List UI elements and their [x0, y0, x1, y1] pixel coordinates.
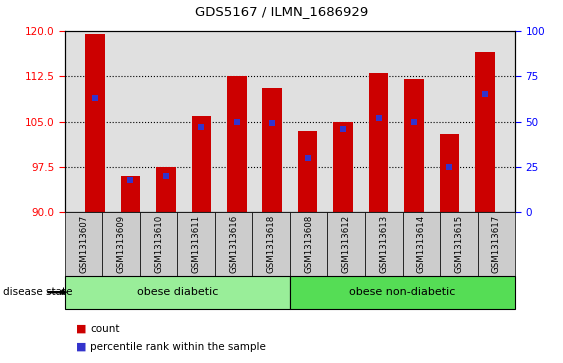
Bar — [440, 134, 459, 212]
Bar — [85, 34, 105, 212]
Bar — [475, 52, 495, 212]
Bar — [404, 79, 424, 212]
Text: GSM1313610: GSM1313610 — [154, 215, 163, 273]
Text: obese diabetic: obese diabetic — [137, 287, 218, 297]
Bar — [227, 76, 247, 212]
Text: GDS5167 / ILMN_1686929: GDS5167 / ILMN_1686929 — [195, 5, 368, 19]
Text: ■: ■ — [76, 342, 87, 352]
Bar — [191, 115, 211, 212]
Text: count: count — [90, 323, 119, 334]
Text: GSM1313607: GSM1313607 — [79, 215, 88, 273]
Text: GSM1313613: GSM1313613 — [379, 215, 388, 273]
Bar — [262, 88, 282, 212]
Text: obese non-diabetic: obese non-diabetic — [350, 287, 455, 297]
Bar — [120, 176, 140, 212]
Bar — [156, 167, 176, 212]
Text: GSM1313608: GSM1313608 — [304, 215, 313, 273]
Bar — [298, 131, 318, 212]
Text: GSM1313611: GSM1313611 — [191, 215, 200, 273]
Text: ■: ■ — [76, 323, 87, 334]
Text: GSM1313615: GSM1313615 — [454, 215, 463, 273]
Bar — [369, 73, 388, 212]
Text: GSM1313617: GSM1313617 — [492, 215, 501, 273]
Text: GSM1313609: GSM1313609 — [117, 215, 126, 273]
Text: GSM1313612: GSM1313612 — [342, 215, 351, 273]
Text: GSM1313614: GSM1313614 — [417, 215, 426, 273]
Bar — [333, 122, 353, 212]
Text: disease state: disease state — [3, 287, 72, 297]
Text: GSM1313618: GSM1313618 — [267, 215, 276, 273]
Text: GSM1313616: GSM1313616 — [229, 215, 238, 273]
Text: percentile rank within the sample: percentile rank within the sample — [90, 342, 266, 352]
